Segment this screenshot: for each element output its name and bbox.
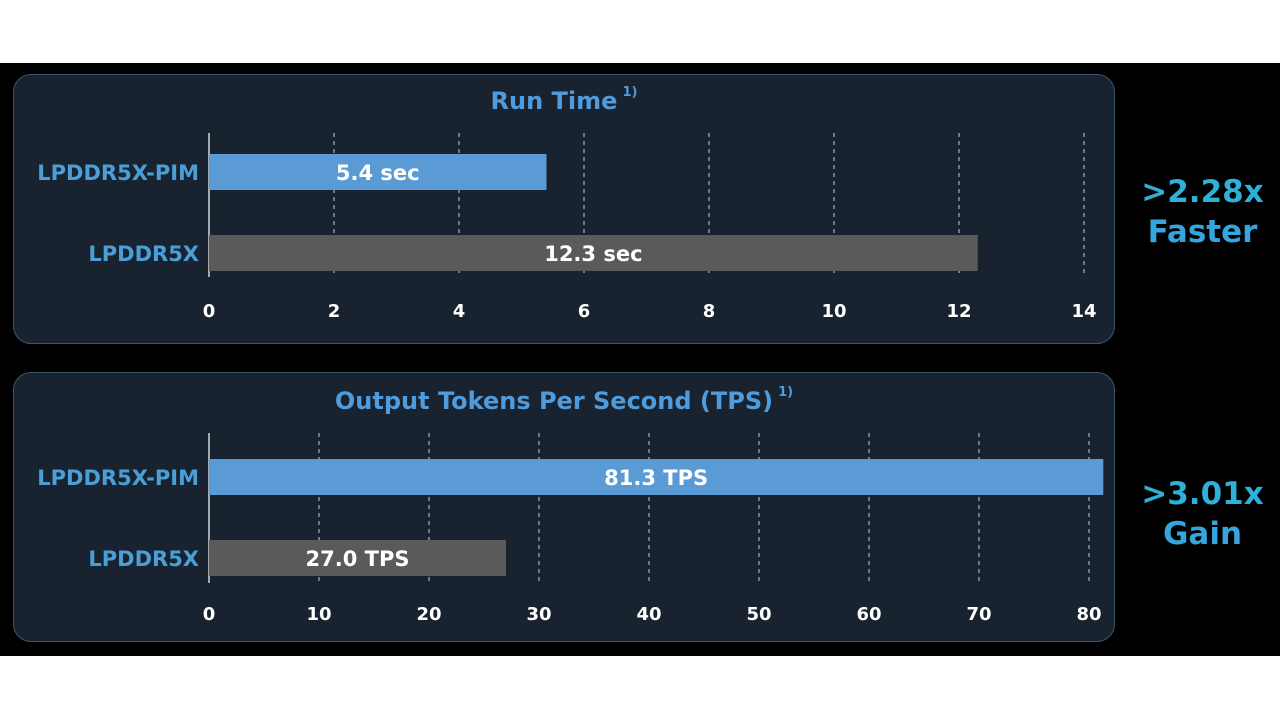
category-label: LPDDR5X-PIM — [37, 161, 199, 185]
speedup-value: >2.28x — [1141, 174, 1264, 210]
x-tick-label: 6 — [578, 301, 591, 322]
category-label: LPDDR5X — [88, 242, 199, 266]
bar-value-label: 12.3 sec — [544, 242, 642, 266]
x-tick-label: 14 — [1071, 301, 1096, 322]
run-time-title: Run Time 1) — [490, 85, 638, 115]
bar-value-label: 5.4 sec — [336, 161, 420, 185]
run-time-chart: 0 2 4 6 8 10 12 14 LPDDR5X-PIM 5.4 sec LPDDR5X 12.3… — [37, 133, 1097, 322]
x-tick-label: 2 — [328, 301, 341, 322]
x-tick-label: 0 — [203, 301, 216, 322]
bar-value-label: 27.0 TPS — [306, 547, 410, 571]
run-time-panel: Run Time 1) 0 2 4 6 8 10 12 14 LPDDR5X-PIM 5.4 sec… — [13, 74, 1115, 344]
gain-label: Gain — [1162, 516, 1243, 552]
speedup-callout: >2.28x Faster — [1125, 172, 1280, 252]
x-tick-label: 40 — [636, 604, 661, 625]
tps-title: Output Tokens Per Second (TPS) 1) — [334, 385, 794, 415]
x-tick-label: 4 — [453, 301, 466, 322]
bar-pim — [209, 154, 547, 190]
x-tick-label: 60 — [856, 604, 881, 625]
x-tick-label: 12 — [946, 301, 971, 322]
bar-value-label: 81.3 TPS — [604, 466, 708, 490]
category-label: LPDDR5X — [88, 547, 199, 571]
tps-chart: 0 10 20 30 40 50 60 70 80 LPDDR5X-PIM 81.3 TPS LPDD… — [37, 433, 1104, 625]
speedup-label: Faster — [1147, 214, 1258, 250]
x-tick-label: 20 — [416, 604, 441, 625]
bar-pim — [209, 459, 1104, 495]
x-tick-label: 80 — [1076, 604, 1101, 625]
x-tick-label: 50 — [746, 604, 771, 625]
x-tick-label: 8 — [703, 301, 716, 322]
x-tick-label: 10 — [306, 604, 331, 625]
gain-callout: >3.01x Gain — [1125, 474, 1280, 554]
tps-panel: Output Tokens Per Second (TPS) 1) 0 10 20 30… — [13, 372, 1115, 642]
gain-value: >3.01x — [1141, 476, 1264, 512]
bar-base — [209, 235, 978, 271]
bar-base — [209, 540, 506, 576]
x-tick-label: 70 — [966, 604, 991, 625]
category-label: LPDDR5X-PIM — [37, 466, 199, 490]
x-tick-label: 0 — [203, 604, 216, 625]
x-tick-label: 10 — [821, 301, 846, 322]
x-tick-label: 30 — [526, 604, 551, 625]
